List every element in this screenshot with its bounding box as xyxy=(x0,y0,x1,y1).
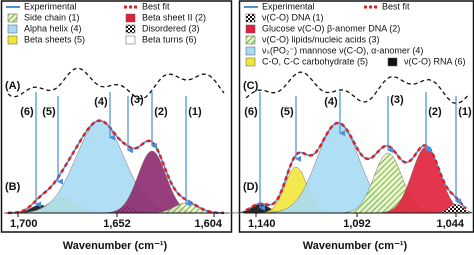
legend-swatch xyxy=(125,13,136,23)
peak-label: (6) xyxy=(244,106,258,118)
panel-label: (B) xyxy=(5,181,21,193)
panel: Experimental Best fit Side chain (1) Beta s… xyxy=(0,0,234,252)
x-tick-label: 1,044 xyxy=(436,218,464,230)
peak-label: (3) xyxy=(130,94,144,106)
legend-label: ν(C-O) DNA (1) xyxy=(262,12,324,22)
x-axis-label: Wavenumber (cm⁻¹) xyxy=(303,240,408,252)
legend-label: Side chain (1) xyxy=(24,12,80,22)
legend-swatch xyxy=(245,57,256,67)
legend-swatch xyxy=(7,35,18,45)
legend-swatch xyxy=(7,24,18,34)
legend-label: Beta sheets (5) xyxy=(24,34,85,44)
second-derivative-curve xyxy=(245,71,469,105)
peak-label: (2) xyxy=(428,106,442,118)
peak-label: (1) xyxy=(188,106,202,118)
legend-label: Best fit xyxy=(382,1,410,11)
legend-label: ν(C-O) RNA (6) xyxy=(404,56,466,66)
legend-swatch xyxy=(7,13,18,23)
legend-label: Experimental xyxy=(262,1,315,11)
legend-label: νₛ(PO₂⁻) mannose ν(C-O), α-anomer (4) xyxy=(262,45,423,55)
panel: Experimental Best fit ν(C-O) DNA (1)Glucos… xyxy=(224,0,474,252)
x-tick-label: 1,604 xyxy=(194,218,222,230)
legend-swatch xyxy=(387,57,398,67)
legend-label: C-O, C-C carbohydrate (5) xyxy=(262,56,368,66)
legend-label: Alpha helix (4) xyxy=(24,23,82,33)
x-tick-label: 1,092 xyxy=(343,218,371,230)
x-axis-label: Wavenumber (cm⁻¹) xyxy=(63,240,168,252)
peak-label: (5) xyxy=(42,106,56,118)
peak-label: (1) xyxy=(458,106,472,118)
legend-label: Disordered (3) xyxy=(142,23,200,33)
legend-label: Beta sheet II (2) xyxy=(142,12,206,22)
peak-label: (2) xyxy=(154,106,168,118)
legend-swatch xyxy=(245,24,256,34)
peak-label: (6) xyxy=(20,106,34,118)
x-tick-label: 1,700 xyxy=(10,218,38,230)
legend-label: Glucose ν(C-O) β-anomer DNA (2) xyxy=(262,23,400,33)
panel-label: (C) xyxy=(243,80,259,92)
legend-label: ν(C-O) lipids/nucleic acids (3) xyxy=(262,34,380,44)
x-tick-label: 1,652 xyxy=(103,218,131,230)
panel-frame xyxy=(0,0,233,233)
legend-label: Best fit xyxy=(142,1,170,11)
peak-label: (4) xyxy=(324,96,338,108)
best-fit xyxy=(8,119,224,215)
second-derivative-curve xyxy=(7,67,225,100)
legend-label: Experimental xyxy=(24,1,77,11)
peak-label: (3) xyxy=(390,94,404,106)
panel-label: (A) xyxy=(5,80,21,92)
legend-swatch xyxy=(245,13,256,23)
panel-label: (D) xyxy=(243,181,259,193)
legend-swatch xyxy=(245,35,256,45)
legend-label: Beta turns (6) xyxy=(142,34,197,44)
x-tick-label: 1,140 xyxy=(248,218,276,230)
legend-swatch xyxy=(125,35,136,45)
legend-swatch xyxy=(125,24,136,34)
legend-swatch xyxy=(245,46,256,56)
peak-label: (4) xyxy=(94,96,108,108)
peak-label: (5) xyxy=(280,106,294,118)
